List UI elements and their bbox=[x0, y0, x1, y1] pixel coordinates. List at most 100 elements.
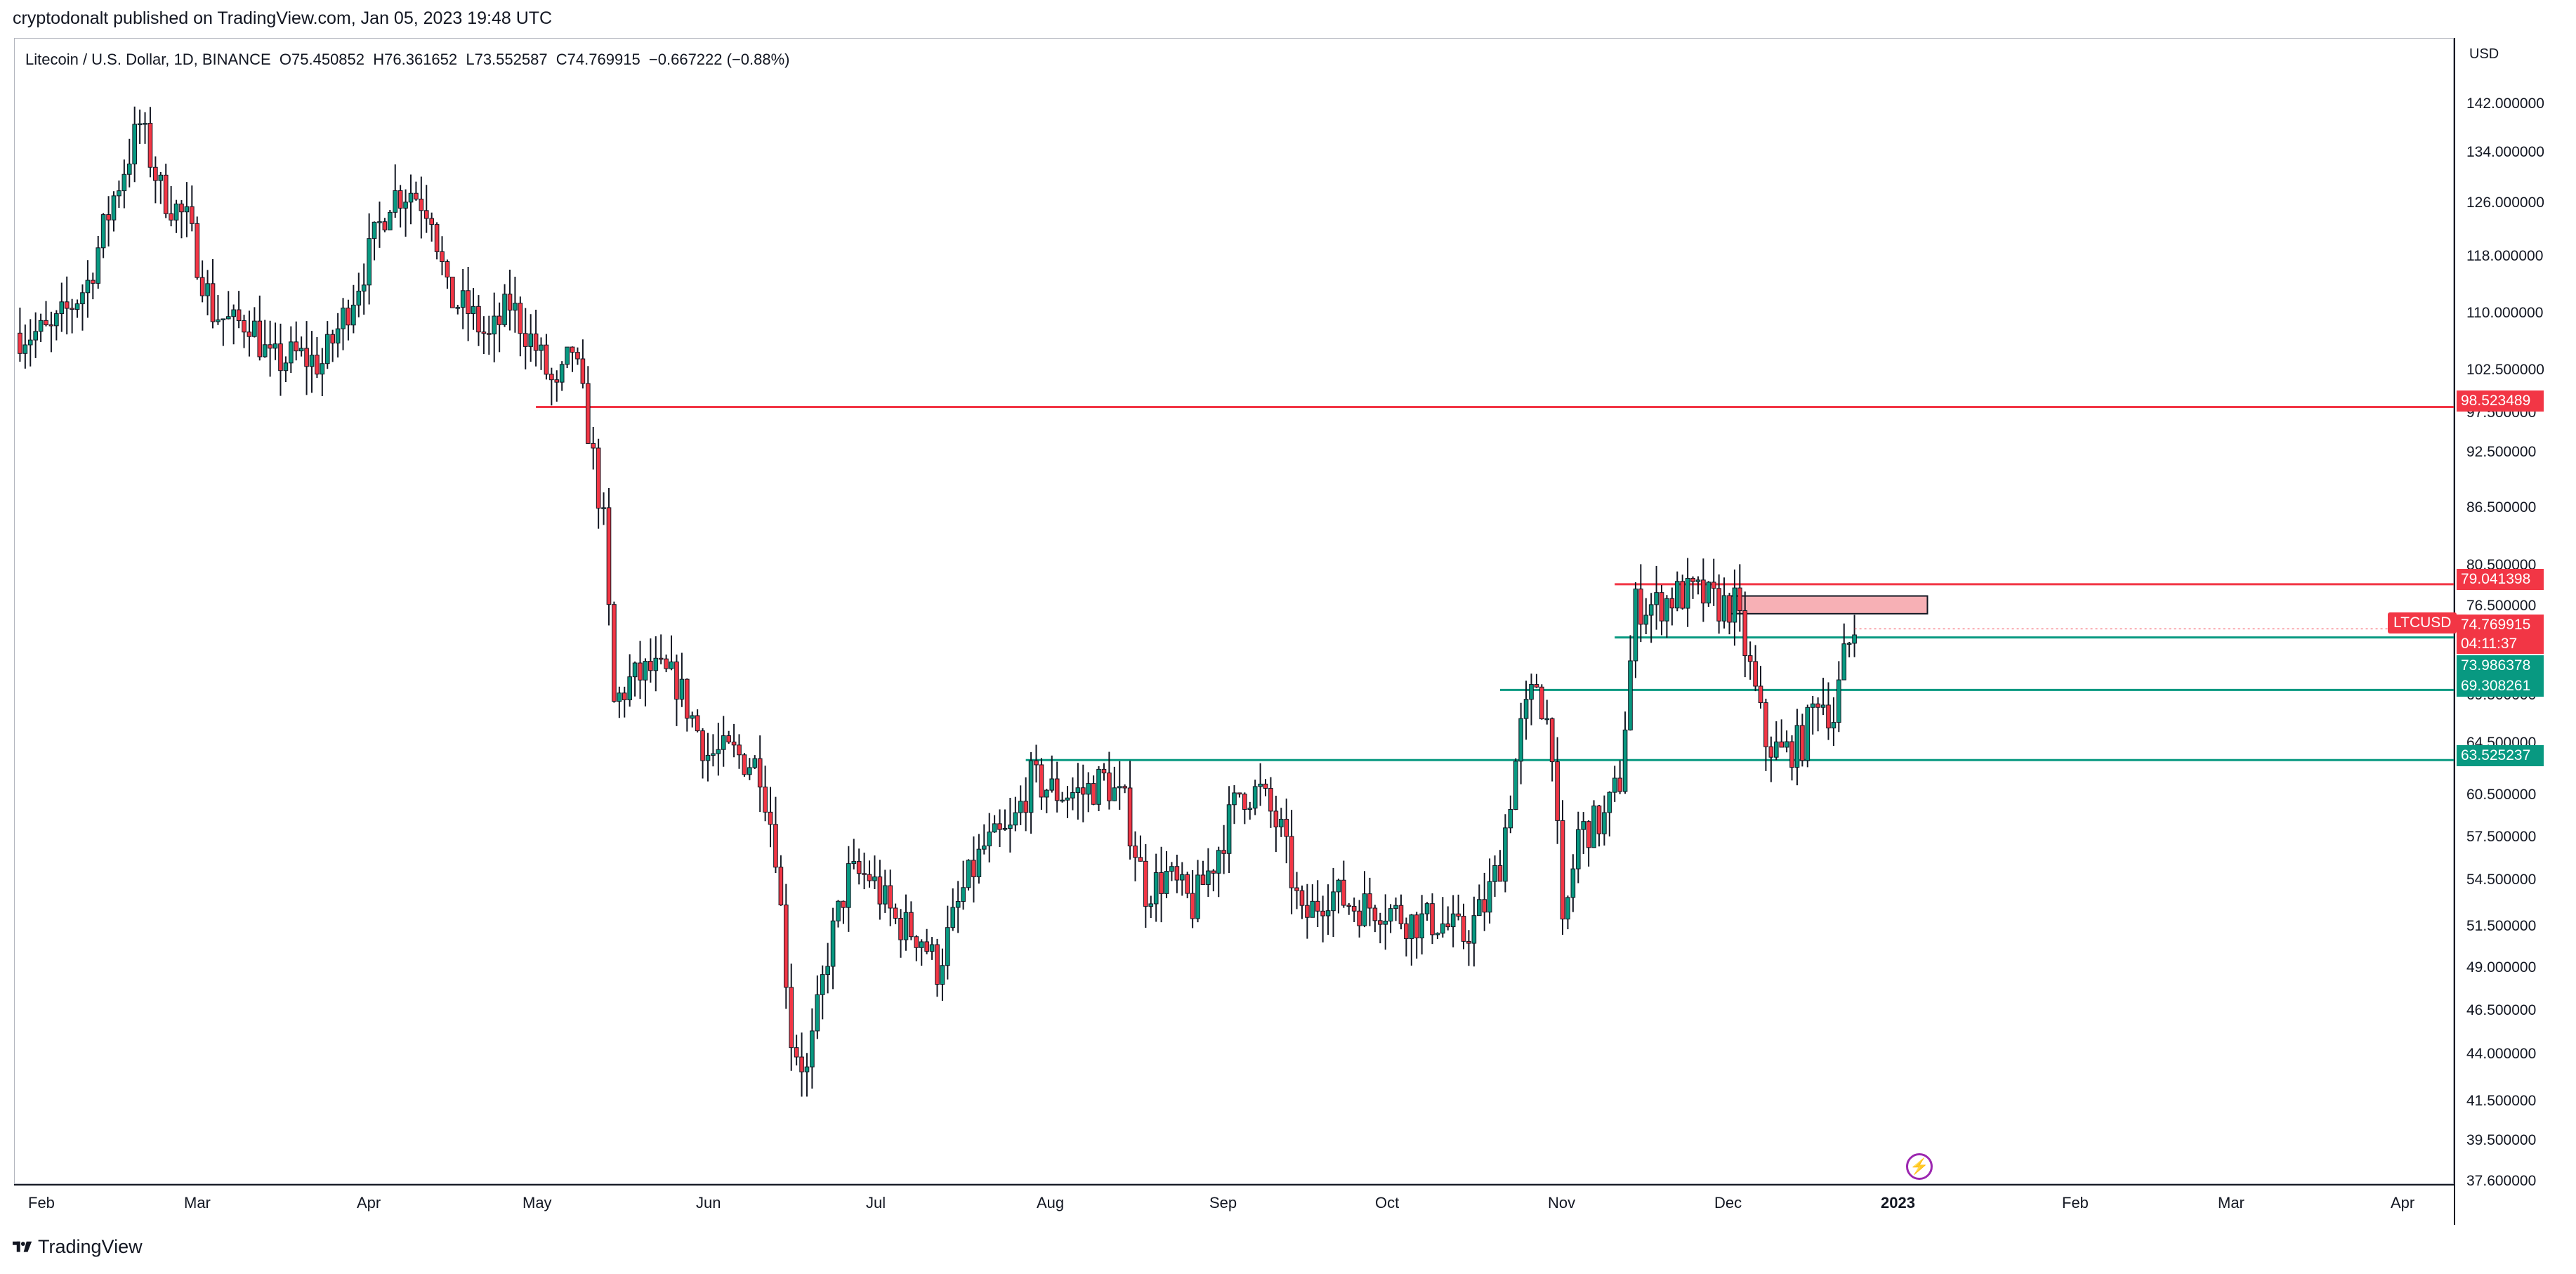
candle-up bbox=[955, 901, 961, 908]
candle-down bbox=[1800, 725, 1805, 761]
candle-up bbox=[1805, 707, 1811, 761]
candle-up bbox=[351, 304, 356, 326]
price-tick: 92.500000 bbox=[2466, 444, 2537, 460]
candle-up bbox=[137, 123, 143, 126]
tradingview-logo[interactable]: TradingView bbox=[13, 1236, 143, 1258]
candle-up bbox=[231, 309, 236, 317]
candle-up bbox=[830, 920, 836, 967]
time-tick: May bbox=[523, 1194, 552, 1211]
candle-down bbox=[242, 320, 247, 333]
candle-down bbox=[195, 223, 200, 278]
candle-down bbox=[1539, 686, 1544, 720]
candle-down bbox=[1638, 589, 1643, 625]
candle-down bbox=[591, 442, 596, 449]
candle-up bbox=[1252, 786, 1258, 809]
candle-down bbox=[596, 447, 601, 509]
candle-up bbox=[1195, 874, 1200, 919]
candle-down bbox=[481, 331, 487, 334]
candle-down bbox=[757, 758, 763, 788]
candle-down bbox=[397, 190, 403, 209]
candle-down bbox=[210, 283, 216, 322]
candle-up bbox=[1685, 577, 1690, 609]
candle-down bbox=[648, 661, 653, 671]
candle-down bbox=[1466, 940, 1471, 944]
candle-down bbox=[794, 1047, 799, 1058]
candle-up bbox=[1841, 643, 1847, 681]
candle-up bbox=[272, 343, 278, 349]
candle-up bbox=[747, 767, 752, 775]
symbol-legend[interactable]: Litecoin / U.S. Dollar, 1D, BINANCE O75.… bbox=[25, 51, 790, 68]
candle-up bbox=[455, 307, 461, 309]
candle-up bbox=[872, 876, 877, 881]
candle-down bbox=[1742, 610, 1748, 657]
candle-up bbox=[1836, 679, 1841, 723]
candle-down bbox=[1779, 741, 1785, 748]
price-tick: 60.500000 bbox=[2466, 787, 2537, 803]
publisher-line: cryptodonalt published on TradingView.co… bbox=[13, 8, 553, 28]
candle-up bbox=[721, 735, 726, 750]
candle-up bbox=[1060, 799, 1065, 802]
candle-down bbox=[1138, 857, 1143, 862]
candle-down bbox=[638, 662, 643, 681]
candle-up bbox=[158, 174, 164, 181]
candle-down bbox=[315, 355, 320, 375]
chart-frame bbox=[14, 38, 2454, 1184]
candle-down bbox=[48, 324, 54, 327]
candle-down bbox=[606, 507, 612, 605]
candle-up bbox=[492, 315, 497, 335]
candle-down bbox=[773, 824, 778, 868]
time-tick: Apr bbox=[2391, 1194, 2415, 1211]
candle-up bbox=[940, 965, 945, 985]
candle-up bbox=[1362, 893, 1367, 926]
candle-up bbox=[1070, 792, 1075, 799]
candle-up bbox=[1440, 923, 1445, 934]
candle-up bbox=[976, 848, 982, 877]
currency-label[interactable]: USD bbox=[2469, 46, 2499, 62]
candle-down bbox=[257, 320, 263, 357]
candle-down bbox=[476, 306, 481, 333]
candle-up bbox=[471, 306, 476, 315]
candle-down bbox=[1456, 913, 1461, 917]
candle-down bbox=[877, 876, 883, 905]
candle-down bbox=[1289, 836, 1294, 888]
candle-up bbox=[815, 994, 820, 1032]
candle-down bbox=[1768, 746, 1774, 758]
candle-down bbox=[768, 811, 773, 825]
candle-up bbox=[1471, 915, 1477, 944]
candle-up bbox=[987, 832, 992, 846]
candle-down bbox=[106, 214, 111, 221]
candle-down bbox=[914, 936, 919, 948]
candle-down bbox=[695, 715, 700, 732]
candle-down bbox=[1826, 704, 1831, 729]
candle-up bbox=[216, 319, 221, 322]
level-badge-73: 73.986378 bbox=[2457, 655, 2544, 676]
candle-up bbox=[1008, 825, 1013, 829]
candle-down bbox=[189, 206, 195, 224]
candle-up bbox=[1529, 684, 1534, 700]
candle-down bbox=[1159, 872, 1164, 894]
candle-up bbox=[929, 944, 935, 952]
candle-up bbox=[117, 190, 121, 197]
candle-down bbox=[44, 320, 48, 325]
candle-up bbox=[810, 1030, 815, 1068]
candle-down bbox=[486, 333, 492, 335]
lightning-icon[interactable]: ⚡ bbox=[1906, 1153, 1933, 1180]
candle-down bbox=[1107, 773, 1112, 801]
candle-up bbox=[1476, 899, 1482, 917]
candle-up bbox=[1581, 821, 1586, 830]
candle-up bbox=[882, 885, 888, 905]
candle-up bbox=[121, 173, 127, 192]
candle-up bbox=[126, 163, 132, 175]
candle-up bbox=[252, 320, 257, 337]
candle-up bbox=[804, 1066, 810, 1072]
candle-up bbox=[1216, 850, 1221, 874]
candle-down bbox=[1815, 703, 1820, 708]
candle-up bbox=[1784, 741, 1789, 748]
candle-down bbox=[1398, 905, 1404, 924]
candle-up bbox=[1654, 592, 1659, 605]
price-tick: 41.500000 bbox=[2466, 1093, 2537, 1109]
candle-up bbox=[1695, 579, 1701, 582]
candle-up bbox=[1388, 908, 1393, 922]
candle-down bbox=[523, 333, 528, 347]
